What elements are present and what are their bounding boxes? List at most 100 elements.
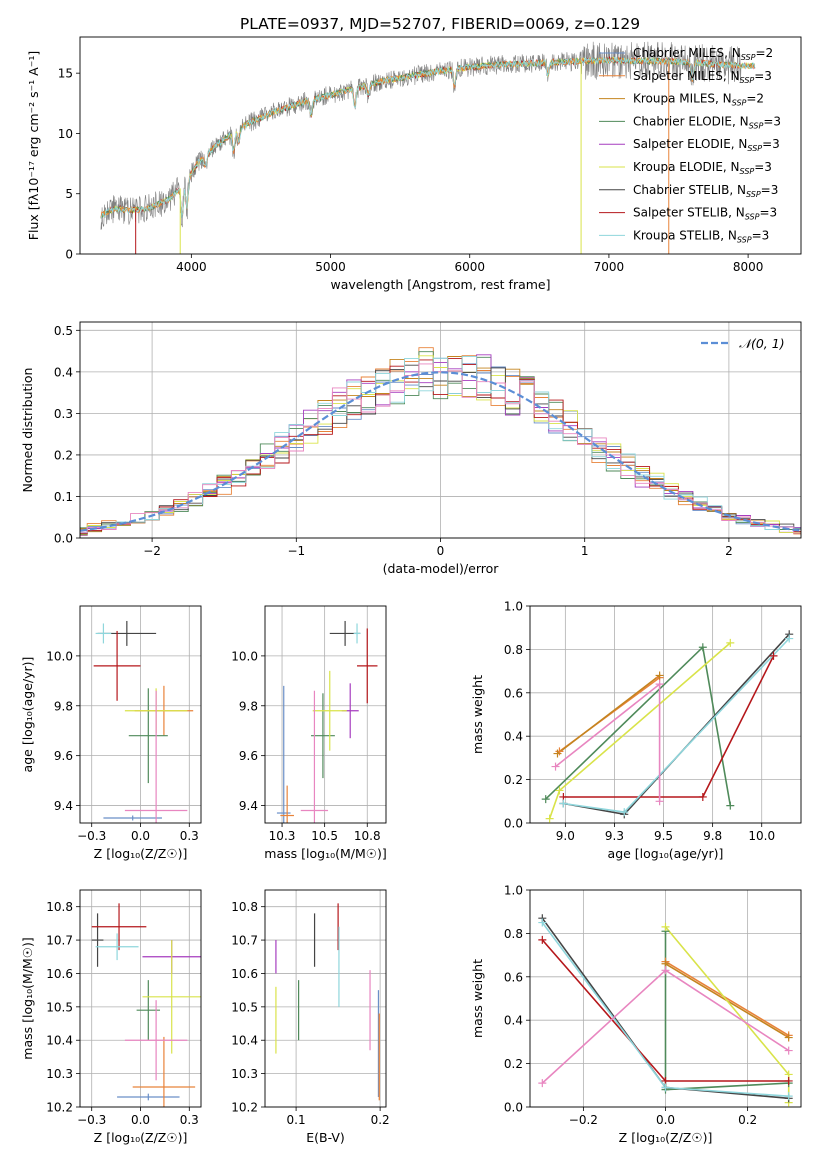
errorbar-point (142, 940, 201, 1054)
y-tick-label: 9.4 (54, 799, 73, 813)
x-axis-label: Z [log₁₀(Z/Z☉)] (619, 1130, 713, 1145)
legend-entry: Kroupa ELODIE, NSSP=3 (633, 160, 772, 176)
axes-frame (79, 321, 802, 539)
x-tick-label: −0.3 (77, 829, 106, 843)
x-tick-label: 0.0 (131, 1113, 150, 1127)
y-tick-label: 10.4 (231, 1034, 258, 1048)
x-axis-label: E(B-V) (306, 1130, 345, 1145)
weight-marker (541, 795, 550, 804)
panel-age_vs_mass: 10.3 10.5 10.8 9.4 9.6 9.8 10.0 mass [log₁₀(M/M… (231, 605, 387, 861)
weight-marker (655, 797, 664, 806)
legend-entry: Salpeter STELIB, NSSP=3 (633, 206, 777, 222)
x-tick-label: 0.2 (371, 1113, 390, 1127)
y-tick-label: 0.4 (54, 365, 73, 379)
weight-series (545, 645, 732, 806)
plot-area (541, 917, 790, 1103)
y-tick-label: 0.8 (504, 927, 523, 941)
weight-marker (661, 966, 670, 975)
y-axis-label: age [log₁₀(age/yr)] (20, 657, 35, 773)
axes-frame (264, 889, 387, 1108)
x-tick-label: 10.5 (311, 829, 338, 843)
ticks: 0.1 0.2 10.2 10.3 10.4 10.5 10.6 10.7 10.8 (231, 900, 389, 1127)
y-tick-label: 0.4 (504, 730, 523, 744)
y-tick-label: 10.2 (231, 1101, 258, 1115)
weight-marker (538, 1079, 547, 1088)
weight-marker (726, 801, 735, 810)
y-tick-label: 0.8 (504, 643, 523, 657)
errorbar-point (124, 1000, 188, 1081)
axes-frame (79, 36, 802, 255)
ticks: −0.3 0.0 0.3 10.2 10.3 10.4 10.5 10.6 10.7 10.8 (46, 900, 199, 1127)
ticks: −0.3 0.0 0.3 9.4 9.6 9.8 10.0 (46, 649, 199, 843)
plot-area (91, 903, 201, 1107)
y-tick-label: 0.5 (54, 324, 73, 338)
weight-series (557, 674, 661, 755)
y-tick-label: 10.0 (231, 649, 258, 663)
model-spectrum (100, 56, 756, 219)
errorbar-point (91, 913, 104, 967)
weight-marker (698, 643, 707, 652)
y-tick-label: 9.4 (239, 799, 258, 813)
y-tick-label: 0.4 (504, 1014, 523, 1028)
ticks: 9.0 9.3 9.5 9.8 10.0 0.0 0.2 0.4 0.6 0.8 1.0 (504, 600, 775, 844)
x-tick-label: 0.3 (180, 829, 199, 843)
panel-age_vs_Z: −0.3 0.0 0.3 9.4 9.6 9.8 10.0 Z [log₁₀(Z/Z☉)] ag… (20, 605, 202, 861)
legend-entry: Salpeter MILES, NSSP=3 (633, 69, 772, 85)
weight-marker (784, 1092, 793, 1101)
y-tick-label: 0.2 (504, 773, 523, 787)
weight-marker (655, 680, 664, 689)
legend-entry: Kroupa STELIB, NSSP=3 (633, 228, 769, 244)
y-tick-label: 15 (58, 67, 73, 81)
y-tick-label: 0.1 (54, 490, 73, 504)
x-tick-label: 0.2 (738, 1113, 757, 1127)
y-tick-label: 0.0 (54, 532, 73, 546)
x-axis-label: Z [log₁₀(Z/Z☉)] (94, 1130, 188, 1145)
x-axis-label: age [log₁₀(age/yr)] (608, 846, 724, 861)
errorbar-point (103, 815, 162, 821)
y-axis-label: mass weight (470, 959, 485, 1038)
weight-marker (620, 808, 629, 817)
y-tick-label: 0.6 (504, 970, 523, 984)
axes-frame (264, 605, 387, 824)
x-tick-label: 10.8 (354, 829, 381, 843)
y-axis-label: mass [log₁₀(M/M☉)] (20, 937, 35, 1059)
y-tick-label: 10.4 (46, 1034, 73, 1048)
errorbar-point (95, 623, 112, 644)
errorbar-point (132, 1036, 196, 1107)
ticks: −0.2 0.0 0.2 0.0 0.2 0.4 0.6 0.8 1.0 (504, 884, 757, 1128)
weight-marker (769, 651, 778, 660)
y-tick-label: 10.0 (46, 649, 73, 663)
x-tick-label: 8000 (733, 260, 764, 274)
weight-marker (784, 1076, 793, 1085)
panel-weight_vs_age: 9.0 9.3 9.5 9.8 10.0 0.0 0.2 0.4 0.6 0.8 1.0 age [l… (470, 600, 802, 861)
legend-entry: 𝒩(0, 1) (739, 336, 785, 351)
errorbar-point (276, 685, 291, 823)
axes-frame (79, 889, 202, 1108)
grid (265, 606, 386, 823)
y-tick-label: 10.2 (46, 1101, 73, 1115)
errorbar-point (91, 903, 147, 951)
x-tick-label: 5000 (315, 260, 346, 274)
x-tick-label: 0.0 (131, 829, 150, 843)
y-tick-label: 10.6 (46, 967, 73, 981)
panel-mass_vs_EBV: 0.1 0.2 10.2 10.3 10.4 10.5 10.6 10.7 10.8 E(B-V) (231, 889, 390, 1145)
x-axis-label: (data-model)/error (383, 561, 500, 576)
plot-area (545, 633, 790, 819)
weight-marker (784, 1033, 793, 1042)
x-tick-label: 0.3 (180, 1113, 199, 1127)
x-axis-label: wavelength [Angstrom, rest frame] (330, 277, 550, 292)
axes-frame (529, 889, 802, 1108)
x-tick-label: 0 (437, 544, 445, 558)
y-tick-label: 10.7 (231, 934, 258, 948)
y-tick-label: 10.3 (231, 1067, 258, 1081)
y-tick-label: 0.0 (504, 1101, 523, 1115)
x-tick-label: 9.0 (556, 829, 575, 843)
panel-weight_vs_Z: −0.2 0.0 0.2 0.0 0.2 0.4 0.6 0.8 1.0 Z [log₁₀(Z/Z… (470, 884, 802, 1145)
x-tick-label: 9.8 (703, 829, 722, 843)
plot-area (93, 620, 194, 823)
panel-mass_vs_Z: −0.3 0.0 0.3 10.2 10.3 10.4 10.5 10.6 10.7 10.8 Z … (20, 889, 202, 1145)
y-tick-label: 9.6 (239, 749, 258, 763)
y-tick-label: 10.8 (46, 900, 73, 914)
x-tick-label: 9.3 (605, 829, 624, 843)
